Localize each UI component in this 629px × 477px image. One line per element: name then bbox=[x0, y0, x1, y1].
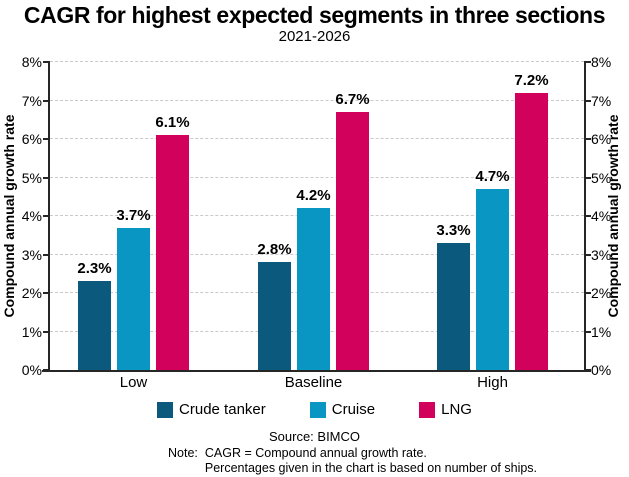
y-tick-label-left: 7% bbox=[21, 92, 42, 109]
bar-group-baseline: 2.8% 4.2% 6.7% bbox=[257, 62, 370, 370]
y-axis-left bbox=[48, 61, 50, 371]
y-tick-label-left: 2% bbox=[21, 285, 42, 301]
legend-swatch-crude-tanker bbox=[157, 401, 174, 418]
y-tick-label-left: 1% bbox=[21, 323, 42, 340]
legend-item-lng: LNG bbox=[419, 401, 472, 418]
y-tick-label-right: 6% bbox=[591, 131, 612, 147]
legend-item-cruise: Cruise bbox=[309, 401, 376, 418]
x-category-label-high: High bbox=[477, 374, 508, 391]
bar-crude-tanker-low: 2.3% bbox=[77, 260, 112, 370]
y-tick-label-left: 4% bbox=[21, 208, 42, 224]
gridline bbox=[50, 61, 584, 62]
axis-tick-left bbox=[43, 215, 48, 217]
bar-cruise-high: 4.7% bbox=[475, 168, 510, 370]
gridline bbox=[50, 176, 584, 178]
value-label-crude-tanker-low: 2.3% bbox=[77, 260, 112, 278]
y-tick-label-left: 8% bbox=[21, 54, 42, 70]
y-tick-label-right: 0% bbox=[591, 362, 612, 378]
legend-label-crude-tanker: Crude tanker bbox=[179, 401, 266, 418]
value-label-lng-high: 7.2% bbox=[514, 71, 549, 89]
bar-lng-baseline: 6.7% bbox=[335, 91, 370, 370]
y-tick-label-right: 3% bbox=[591, 246, 612, 263]
value-label-crude-tanker-baseline: 2.8% bbox=[257, 241, 292, 259]
y-tick-label-right: 4% bbox=[591, 208, 612, 224]
bar-crude-tanker-baseline: 2.8% bbox=[257, 241, 292, 370]
note: Note: CAGR = Compound annual growth rate… bbox=[168, 446, 537, 476]
axis-tick-right bbox=[586, 215, 591, 217]
note-label: Note: bbox=[168, 446, 198, 460]
bar-cruise-baseline: 4.2% bbox=[296, 187, 331, 370]
legend-label-lng: LNG bbox=[441, 401, 472, 418]
bar-lng-low: 6.1% bbox=[155, 114, 190, 370]
axis-tick-right bbox=[586, 330, 591, 333]
y-tick-label-left: 3% bbox=[21, 246, 42, 263]
bar-group-low: 2.3% 3.7% 6.1% bbox=[77, 62, 190, 370]
value-label-cruise-high: 4.7% bbox=[475, 168, 510, 186]
y-tick-label-left: 5% bbox=[21, 169, 42, 186]
gridline bbox=[50, 99, 584, 101]
value-label-cruise-low: 3.7% bbox=[116, 206, 151, 224]
bar-group-high: 3.3% 4.7% 7.2% bbox=[436, 62, 549, 370]
legend-swatch-lng bbox=[419, 401, 436, 418]
y-axis-right bbox=[584, 61, 586, 371]
y-tick-label-right: 8% bbox=[591, 54, 612, 70]
value-label-cruise-baseline: 4.2% bbox=[296, 187, 331, 205]
axis-tick-left bbox=[43, 292, 48, 294]
source-text: Source: BIMCO bbox=[268, 429, 361, 444]
y-tick-label-right: 1% bbox=[591, 323, 612, 340]
value-label-crude-tanker-high: 3.3% bbox=[436, 221, 471, 239]
bar-crude-tanker-high: 3.3% bbox=[436, 222, 471, 370]
axis-tick-right bbox=[586, 253, 591, 256]
axis-tick-left bbox=[43, 176, 48, 179]
y-tick-label-left: 6% bbox=[21, 131, 42, 147]
axis-tick-right bbox=[586, 61, 591, 63]
legend: Crude tanker Cruise LNG bbox=[0, 401, 629, 418]
axis-tick-right bbox=[586, 176, 591, 179]
gridline bbox=[50, 138, 584, 139]
axis-tick-left bbox=[43, 138, 48, 140]
y-tick-label-right: 5% bbox=[591, 169, 612, 186]
axis-tick-left bbox=[43, 99, 48, 102]
note-line-2: Percentages given in the chart is based … bbox=[204, 461, 538, 475]
legend-swatch-cruise bbox=[309, 401, 326, 418]
axis-tick-left bbox=[43, 253, 48, 256]
axis-tick-right bbox=[586, 138, 591, 140]
y-tick-label-right: 7% bbox=[591, 92, 612, 109]
value-label-lng-low: 6.1% bbox=[155, 114, 190, 132]
axis-tick-left bbox=[43, 330, 48, 333]
x-axis bbox=[42, 370, 591, 372]
bar-cruise-low: 3.7% bbox=[116, 207, 151, 370]
x-category-label-low: Low bbox=[119, 374, 148, 391]
legend-label-cruise: Cruise bbox=[331, 401, 376, 418]
bar-lng-high: 7.2% bbox=[514, 72, 549, 370]
axis-tick-right bbox=[586, 99, 591, 102]
axis-tick-left bbox=[43, 61, 48, 63]
y-tick-label-left: 0% bbox=[21, 362, 42, 378]
y-tick-label-right: 2% bbox=[591, 285, 612, 301]
chart-title: CAGR for highest expected segments in th… bbox=[23, 2, 606, 28]
chart-subtitle: 2021-2026 bbox=[278, 28, 351, 45]
axis-tick-right bbox=[586, 292, 591, 294]
value-label-lng-baseline: 6.7% bbox=[335, 91, 370, 109]
note-lines: CAGR = Compound annual growth rate. Perc… bbox=[205, 446, 537, 476]
note-line-1: CAGR = Compound annual growth rate. bbox=[204, 446, 427, 460]
legend-item-crude-tanker: Crude tanker bbox=[157, 401, 266, 418]
x-category-label-baseline: Baseline bbox=[284, 374, 343, 391]
